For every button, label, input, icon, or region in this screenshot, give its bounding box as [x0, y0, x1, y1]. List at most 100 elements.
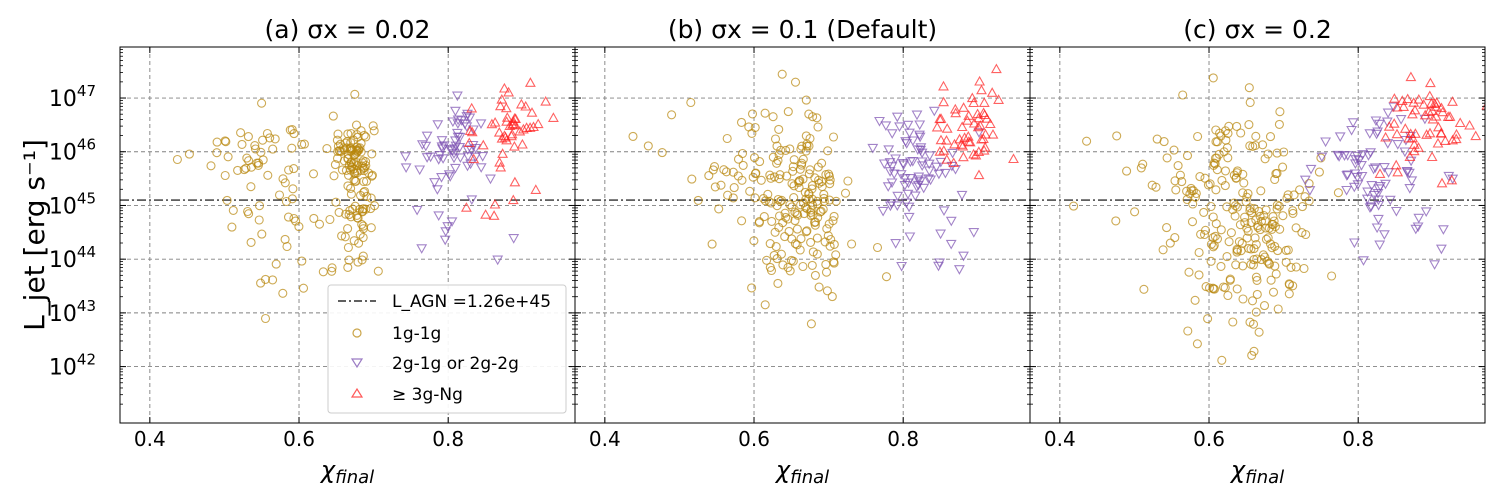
point-3g [987, 128, 999, 139]
point-1g-1g [1274, 119, 1284, 129]
point-1g-1g [325, 214, 335, 225]
point-1g-1g [350, 89, 360, 99]
point-3g [494, 100, 506, 111]
legend: L_AGN =1.26e+45 1g-1g 2g-1g or 2g-2g ≥ 3… [327, 284, 567, 414]
point-3g [1419, 109, 1431, 120]
point-1g-1g [1228, 205, 1238, 215]
point-1g-1g [1259, 301, 1270, 311]
point-1g-1g [1194, 247, 1204, 258]
point-2g [1382, 108, 1394, 119]
point-1g-1g [309, 213, 319, 223]
point-1g-1g [329, 171, 339, 181]
point-1g-1g [1222, 252, 1232, 262]
point-1g-1g [284, 165, 294, 175]
point-1g-1g [810, 270, 820, 280]
point-1g-1g [1171, 185, 1181, 195]
point-1g-1g [242, 153, 252, 163]
point-1g-1g [686, 97, 696, 108]
point-1g-1g [709, 162, 720, 172]
point-1g-1g [268, 144, 278, 154]
point-1g-1g [796, 144, 806, 154]
point-2g [1347, 118, 1359, 128]
point-2g [449, 136, 461, 147]
point-2g [492, 255, 504, 266]
point-1g-1g [1223, 153, 1233, 163]
point-2g [1357, 150, 1369, 160]
point-1g-1g [335, 139, 345, 149]
point-1g-1g [1205, 179, 1215, 189]
point-1g-1g [1263, 233, 1273, 243]
point-1g-1g [737, 148, 748, 159]
point-1g-1g [1223, 290, 1233, 301]
point-1g-1g [783, 107, 793, 117]
point-2g [958, 251, 969, 262]
point-1g-1g [1193, 131, 1203, 142]
point-1g-1g [687, 174, 697, 184]
y-tick-label: 1047 [49, 82, 96, 112]
point-2g [1405, 156, 1417, 167]
y-axis-label: L_jet [erg s⁻¹] [18, 139, 51, 331]
x-tick-label: 0.4 [1044, 427, 1076, 451]
point-1g-1g [723, 190, 733, 200]
point-1g-1g [1170, 233, 1180, 243]
point-2g [421, 131, 433, 142]
point-1g-1g [356, 165, 366, 176]
point-2g [439, 235, 451, 246]
point-1g-1g [357, 207, 368, 217]
point-1g-1g [829, 211, 839, 221]
point-1g-1g [343, 181, 353, 191]
point-1g-1g [762, 255, 772, 265]
point-1g-1g [1224, 237, 1234, 247]
point-1g-1g [1201, 282, 1211, 292]
point-1g-1g [1222, 143, 1232, 153]
point-1g-1g [339, 156, 349, 166]
point-2g [1304, 186, 1316, 196]
point-1g-1g [1206, 256, 1216, 266]
point-1g-1g [351, 145, 361, 155]
point-1g-1g [774, 211, 785, 221]
point-3g [973, 169, 985, 180]
point-3g [978, 97, 990, 107]
point-2g [477, 152, 489, 162]
point-3g [509, 176, 521, 187]
point-1g-1g [1182, 194, 1192, 205]
point-1g-1g [1226, 228, 1236, 238]
point-2g [485, 174, 496, 185]
point-1g-1g [817, 158, 827, 168]
point-3g [508, 140, 520, 151]
point-1g-1g [790, 216, 800, 226]
point-1g-1g [268, 275, 278, 285]
point-2g [880, 121, 892, 132]
point-3g [1408, 139, 1420, 149]
point-3g [1423, 106, 1435, 117]
point-1g-1g [789, 193, 799, 203]
point-1g-1g [258, 155, 268, 165]
point-1g-1g [1286, 262, 1296, 272]
point-3g [1424, 77, 1436, 88]
point-1g-1g [1240, 212, 1250, 222]
point-3g [948, 157, 960, 168]
point-1g-1g [1258, 250, 1268, 260]
point-1g-1g [776, 145, 786, 155]
point-2g [1333, 152, 1345, 162]
x-tick-label: 0.6 [738, 427, 770, 451]
point-1g-1g [1272, 200, 1282, 210]
point-2g [1299, 175, 1311, 186]
point-2g [1371, 223, 1383, 234]
legend-swatch-g1 [352, 328, 362, 338]
point-1g-1g [1238, 294, 1248, 304]
point-2g [888, 169, 900, 180]
point-1g-1g [358, 163, 368, 173]
point-2g [1395, 115, 1407, 125]
point-3g [990, 63, 1002, 74]
point-1g-1g [1268, 287, 1279, 297]
point-1g-1g [239, 165, 249, 175]
point-1g-1g [728, 167, 738, 177]
point-3g [1421, 129, 1433, 139]
point-3g [1424, 90, 1436, 101]
point-1g-1g [824, 219, 834, 229]
point-1g-1g [1216, 225, 1226, 235]
point-1g-1g [1220, 166, 1231, 176]
point-1g-1g [289, 213, 299, 224]
point-1g-1g [1282, 193, 1292, 203]
